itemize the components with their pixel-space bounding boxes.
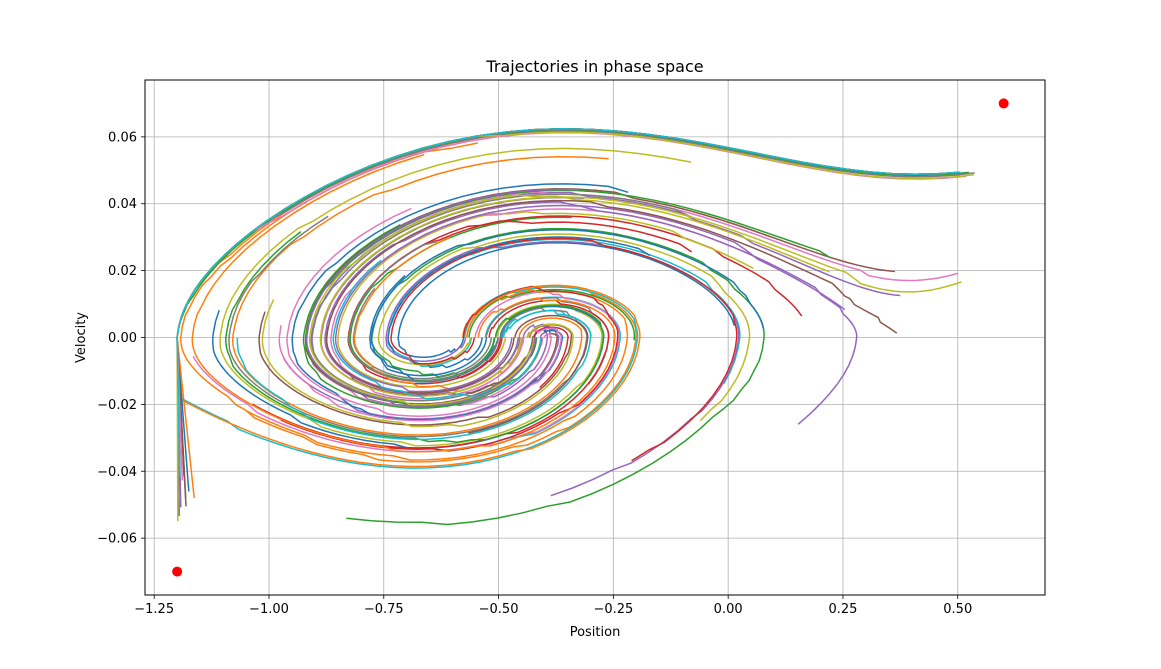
trajectory-line (191, 153, 616, 453)
trajectory-line (369, 275, 499, 383)
trajectory-line (390, 237, 738, 462)
x-tick-label: −0.50 (479, 602, 519, 617)
trajectory-series (176, 128, 975, 526)
x-tick-label: 0.00 (714, 602, 743, 617)
trajectory-line (348, 240, 499, 382)
trajectory-line (346, 227, 765, 526)
x-tick-label: −0.25 (593, 602, 633, 617)
trajectory-line (192, 290, 621, 453)
x-tick-label: −1.00 (249, 602, 289, 617)
y-tick-label: −0.06 (97, 532, 137, 547)
trajectory-line (231, 155, 609, 436)
x-tick-label: 0.25 (828, 602, 857, 617)
trajectory-line (286, 207, 552, 417)
trajectory-line (337, 210, 754, 388)
trajectory-line (219, 147, 692, 447)
y-tick-label: 0.00 (108, 331, 137, 346)
trajectory-line (278, 324, 563, 422)
trajectory-line (176, 128, 961, 477)
trajectory-line (468, 288, 636, 341)
y-axis-label: Velocity (74, 312, 89, 363)
axis-ticks: −1.25 −1.00 −0.75 −0.50 −0.25 0.00 0.25 0.50 −0.… (97, 130, 972, 617)
trajectory-line (305, 188, 579, 407)
trajectory-line (324, 201, 846, 395)
trajectory-line (332, 259, 542, 400)
trajectory-line (319, 196, 962, 397)
y-tick-label: −0.02 (97, 398, 137, 413)
x-axis-label: Position (570, 625, 621, 640)
trajectory-line (225, 231, 605, 443)
x-tick-label: −0.75 (364, 602, 404, 617)
trajectory-line (310, 193, 693, 402)
trajectory-line (176, 286, 639, 469)
trajectory-line (468, 314, 589, 434)
trajectory-line (228, 215, 588, 438)
y-tick-label: 0.06 (108, 130, 137, 145)
trajectory-line (236, 309, 592, 441)
trajectory-line (302, 223, 543, 409)
trajectory-line (370, 228, 765, 377)
y-tick-label: 0.04 (108, 197, 137, 212)
y-tick-label: 0.02 (108, 264, 137, 279)
trajectory-line (334, 204, 858, 425)
goal-marker (998, 98, 1009, 109)
trajectory-line (352, 287, 493, 380)
y-tick-label: −0.04 (97, 465, 137, 480)
chart-title: Trajectories in phase space (485, 57, 703, 76)
trajectory-line (377, 233, 751, 422)
trajectory-line (261, 299, 574, 428)
trajectory-line (282, 323, 560, 420)
trajectory-line (308, 194, 830, 406)
trajectory-line (280, 285, 619, 452)
trajectory-line (176, 129, 969, 498)
trajectory-line (385, 240, 740, 497)
trajectory-line (246, 289, 629, 461)
x-tick-label: −1.25 (134, 602, 174, 617)
goal-markers (172, 98, 1009, 577)
goal-marker (172, 566, 183, 577)
x-tick-label: 0.50 (943, 602, 972, 617)
trajectory-line (325, 199, 898, 394)
trajectory-line (251, 299, 610, 449)
trajectory-line (397, 242, 736, 359)
trajectory-line (387, 236, 651, 369)
